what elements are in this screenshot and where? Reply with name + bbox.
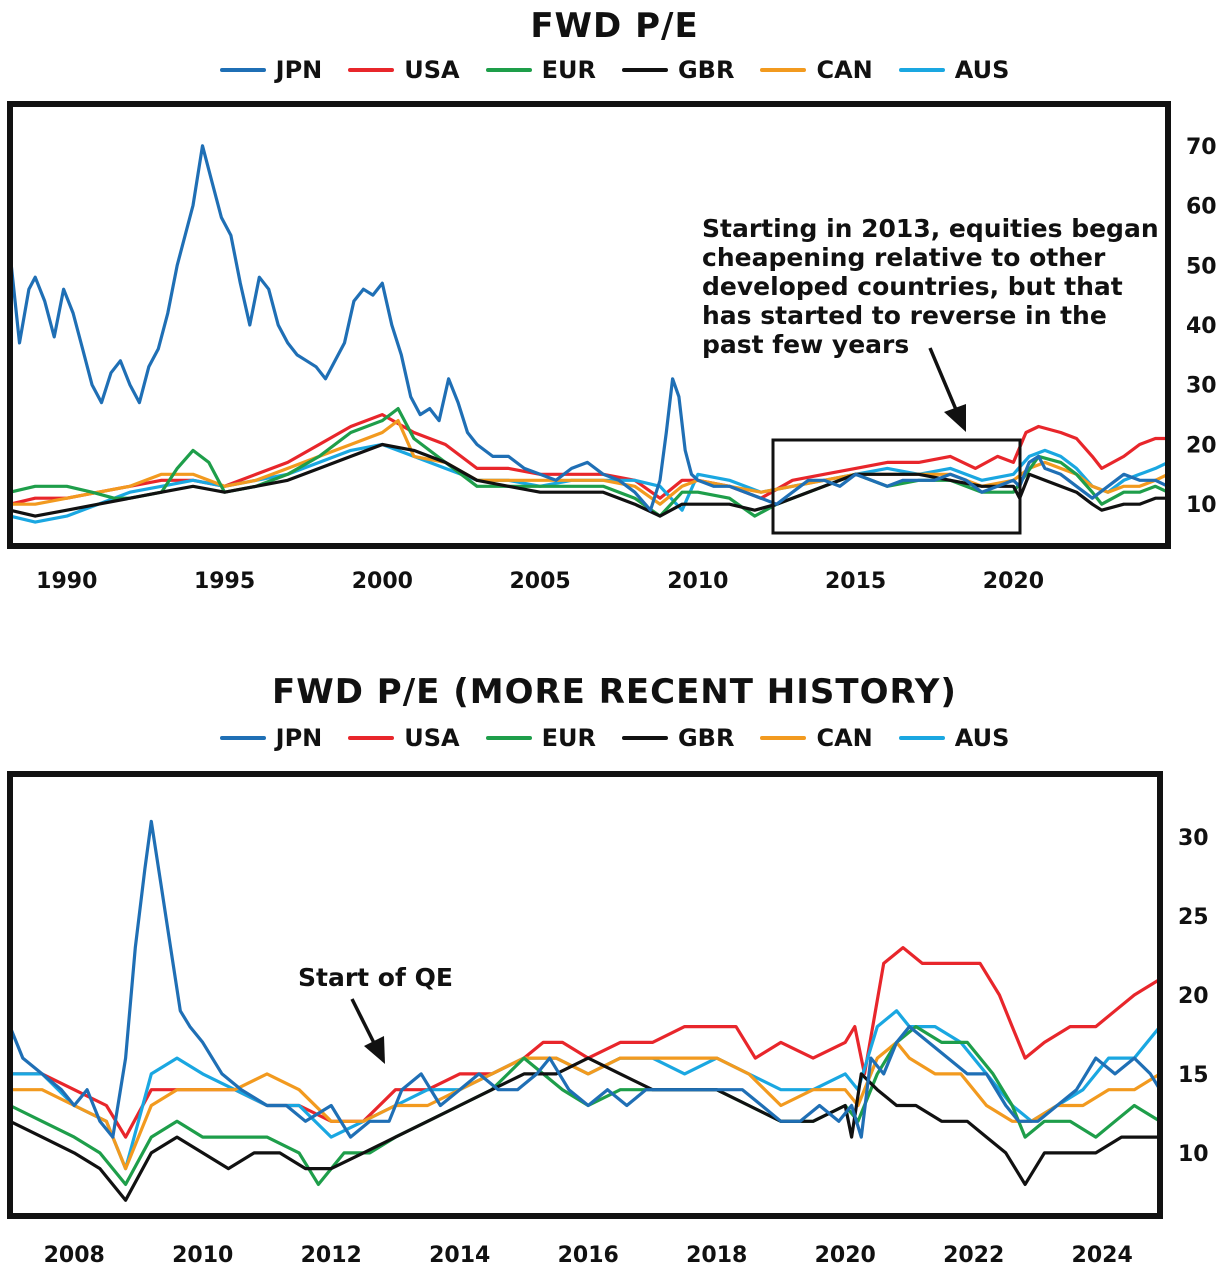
legend-swatch-aus: [898, 68, 945, 72]
series-line-can: [10, 419, 1169, 506]
y-tick-label: 10: [1178, 1142, 1209, 1167]
x-tick-label: 2012: [301, 1243, 362, 1264]
legend-item-eur: EUR: [485, 56, 596, 84]
x-tick-label: 2000: [352, 569, 413, 594]
annotation-text: Starting in 2013, equities began: [702, 214, 1159, 243]
legend-swatch-aus: [898, 736, 945, 740]
x-tick-label: 2024: [1072, 1243, 1133, 1264]
legend-label-eur: EUR: [541, 724, 596, 752]
legend-label-gbr: GBR: [677, 724, 735, 752]
legend-label-usa: USA: [404, 724, 460, 752]
legend-item-jpn: JPN: [219, 56, 323, 84]
x-tick-label: 2015: [825, 569, 886, 594]
annotation-text: has started to reverse in the: [702, 301, 1107, 330]
legend-swatch-jpn: [219, 736, 266, 740]
legend-item-can: CAN: [760, 724, 873, 752]
x-tick-label: 2020: [815, 1243, 876, 1264]
x-tick-label: 2018: [686, 1243, 747, 1264]
plot-frame: [7, 101, 1171, 549]
legend-item-gbr: GBR: [621, 724, 735, 752]
legend-label-usa: USA: [404, 56, 460, 84]
annotation-arrowhead: [944, 404, 966, 432]
x-tick-label: 2010: [667, 569, 728, 594]
legend-label-aus: AUS: [954, 56, 1010, 84]
annotation-text: Start of QE: [298, 963, 453, 992]
legend-swatch-eur: [485, 736, 532, 740]
legend-label-can: CAN: [816, 724, 873, 752]
legend-label-jpn: JPN: [275, 56, 323, 84]
chart-title-2: FWD P/E (MORE RECENT HISTORY): [272, 672, 957, 712]
x-tick-label: 2022: [943, 1243, 1004, 1264]
legend-item-usa: USA: [348, 724, 460, 752]
y-tick-label: 40: [1186, 314, 1217, 339]
legend-label-gbr: GBR: [677, 56, 735, 84]
legend-item-gbr: GBR: [621, 56, 735, 84]
x-tick-label: 2014: [429, 1243, 490, 1264]
series-line-gbr: [9, 1056, 1160, 1202]
legend-swatch-gbr: [621, 68, 668, 72]
annotation-text: past few years: [702, 330, 909, 359]
chart-2: 30 25 20 15 10 2008 2010 2012 2014 2016 2018 2020 20…: [7, 771, 1209, 1264]
x-tick-label: 1990: [36, 569, 97, 594]
annotation-arrowhead: [364, 1036, 385, 1064]
legend-item-aus: AUS: [898, 724, 1010, 752]
y-tick-label: 20: [1178, 984, 1209, 1009]
x-tick-label: 2010: [172, 1243, 233, 1264]
legend-item-eur: EUR: [485, 724, 596, 752]
legend-swatch-can: [760, 68, 807, 72]
x-tick-label: 2020: [983, 569, 1044, 594]
x-tick-label: 2005: [509, 569, 570, 594]
y-tick-label: 15: [1178, 1063, 1209, 1088]
x-tick-label: 2016: [558, 1243, 619, 1264]
legend-label-can: CAN: [816, 56, 873, 84]
legend-1: JPN USA EUR GBR CAN AUS: [0, 56, 1229, 84]
x-tick-label: 2008: [44, 1243, 105, 1264]
legend-swatch-usa: [348, 68, 395, 72]
annotation-text: cheapening relative to other: [702, 243, 1106, 272]
annotation-text: developed countries, but that: [702, 272, 1123, 301]
legend-swatch-can: [760, 736, 807, 740]
legend-swatch-gbr: [621, 736, 668, 740]
series-line-gbr: [9, 442, 1168, 518]
x-tick-label: 1995: [194, 569, 255, 594]
series-line-usa: [10, 946, 1161, 1139]
legend-label-aus: AUS: [954, 724, 1010, 752]
legend-item-aus: AUS: [898, 56, 1010, 84]
series-line-usa: [9, 413, 1168, 506]
y-tick-label: 50: [1186, 254, 1217, 279]
series-line-can: [10, 1040, 1161, 1171]
highlight-box: [771, 438, 1022, 535]
y-tick-label: 10: [1186, 493, 1217, 518]
y-tick-label: 20: [1186, 433, 1217, 458]
legend-item-jpn: JPN: [219, 724, 323, 752]
y-tick-label: 30: [1186, 374, 1217, 399]
chart-title-1: FWD P/E: [530, 6, 699, 46]
y-tick-label: 70: [1186, 135, 1217, 160]
y-tick-label: 30: [1178, 826, 1209, 851]
series-line-jpn: [8, 144, 1169, 512]
y-tick-label: 60: [1186, 195, 1217, 220]
y-tick-label: 25: [1178, 905, 1209, 930]
legend-2: JPN USA EUR GBR CAN AUS: [0, 724, 1229, 752]
series-line-jpn: [8, 819, 1162, 1139]
legend-swatch-jpn: [219, 68, 266, 72]
plot-frame: [7, 771, 1163, 1219]
annotation-arrow: [350, 998, 377, 1046]
legend-label-jpn: JPN: [275, 724, 323, 752]
annotation-arrow: [928, 347, 959, 413]
legend-item-can: CAN: [760, 56, 873, 84]
legend-swatch-eur: [485, 68, 532, 72]
legend-item-usa: USA: [348, 56, 460, 84]
series-line-eur: [9, 1025, 1161, 1187]
legend-label-eur: EUR: [541, 56, 596, 84]
legend-swatch-usa: [348, 736, 395, 740]
